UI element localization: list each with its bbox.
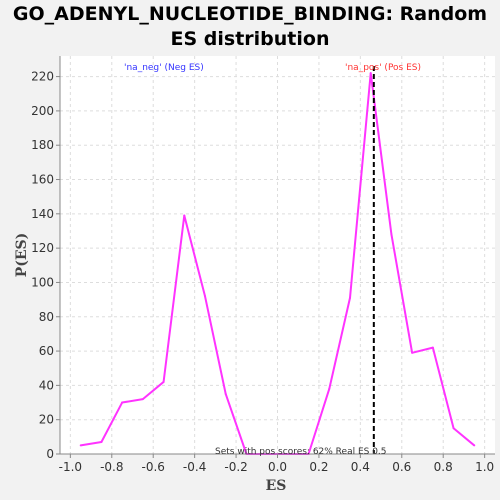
es-data-point xyxy=(224,392,227,395)
x-axis-label: ES xyxy=(266,478,287,494)
y-tick-label: 100 xyxy=(31,275,54,289)
es-data-point xyxy=(79,444,82,447)
summary-annotation: Sets with pos scores: 62% Real ES 0.5 xyxy=(215,447,387,457)
x-tick-label: -0.4 xyxy=(183,460,206,474)
x-axis-ticks: -1.0 -0.8 -0.6 -0.4 -0.2 0.0 0.2 0.4 0.6 0.8 1.0 xyxy=(59,454,494,474)
chart-title: GO_ADENYL_NUCLEOTIDE_BINDING: Random ES … xyxy=(0,2,500,52)
es-data-point xyxy=(162,380,165,383)
y-tick-label: 40 xyxy=(39,378,54,392)
x-tick-label: 0.4 xyxy=(351,460,370,474)
es-data-point xyxy=(452,427,455,430)
y-tick-label: 120 xyxy=(31,241,54,255)
es-data-point xyxy=(183,214,186,217)
y-tick-label: 180 xyxy=(31,138,54,152)
x-tick-label: -1.0 xyxy=(59,460,82,474)
es-data-point xyxy=(204,295,206,298)
es-data-point xyxy=(411,351,414,354)
x-tick-label: 0.6 xyxy=(392,460,411,474)
legend-pos-es: 'na_pos' (Pos ES) xyxy=(345,63,421,73)
x-tick-label: 0.2 xyxy=(309,460,328,474)
es-data-point xyxy=(141,398,144,401)
y-tick-label: 20 xyxy=(39,413,54,427)
es-data-point xyxy=(390,233,393,236)
chart-title-line-2: ES distribution xyxy=(170,28,330,50)
es-data-point xyxy=(100,440,103,443)
x-tick-label: 0.8 xyxy=(434,460,453,474)
x-tick-label: -0.6 xyxy=(142,460,165,474)
legend-neg-es: 'na_neg' (Neg ES) xyxy=(124,63,204,73)
x-tick-label: 0.0 xyxy=(268,460,287,474)
chart-title-line-1: GO_ADENYL_NUCLEOTIDE_BINDING: Random xyxy=(12,3,488,25)
y-tick-label: 220 xyxy=(31,70,54,84)
x-tick-label: -0.2 xyxy=(224,460,247,474)
y-tick-label: 200 xyxy=(31,104,54,118)
y-tick-label: 140 xyxy=(31,207,54,221)
es-data-point xyxy=(328,387,331,390)
y-tick-label: 80 xyxy=(39,310,54,324)
y-tick-label: 160 xyxy=(31,173,54,187)
x-tick-label: -0.8 xyxy=(100,460,123,474)
es-data-point xyxy=(473,444,476,447)
y-tick-label: 60 xyxy=(39,344,54,358)
x-tick-label: 1.0 xyxy=(475,460,494,474)
es-data-point xyxy=(369,72,372,75)
y-axis-label: P(ES) xyxy=(14,233,30,278)
y-axis-ticks: 0 20 40 60 80 100 120 140 160 180 200 220 xyxy=(31,70,60,461)
es-data-point xyxy=(349,296,351,299)
y-tick-label: 0 xyxy=(46,447,54,461)
es-data-point xyxy=(431,346,434,349)
es-data-point xyxy=(121,401,124,404)
